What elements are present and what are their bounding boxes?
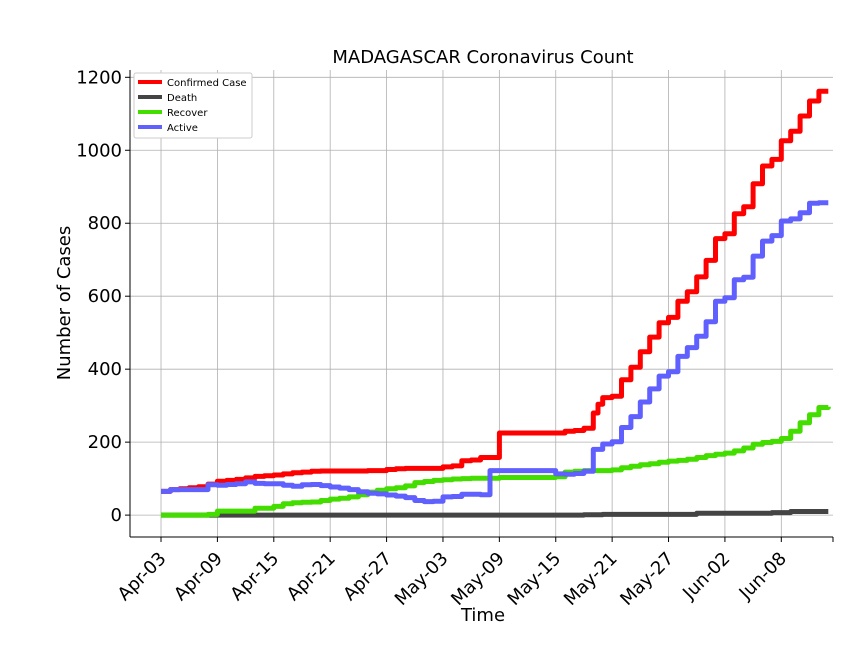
series-layer bbox=[161, 88, 831, 518]
y-tick-label: 800 bbox=[88, 213, 122, 234]
y-tick-label: 0 bbox=[111, 505, 122, 526]
x-tick-label: Apr-03 bbox=[114, 548, 171, 605]
x-tick-label: Apr-27 bbox=[339, 548, 396, 605]
x-tick-label: Jun-02 bbox=[678, 548, 734, 604]
chart-title: MADAGASCAR Coronavirus Count bbox=[332, 47, 633, 68]
y-tick-label: 600 bbox=[88, 286, 122, 307]
axes bbox=[129, 70, 833, 538]
x-tick-label: May-15 bbox=[504, 548, 566, 610]
x-tick-label: Apr-15 bbox=[226, 548, 283, 605]
y-tick-label: 1000 bbox=[76, 140, 122, 161]
legend: Confirmed Case Death Recover Active bbox=[133, 72, 253, 139]
series-line-death bbox=[161, 509, 829, 518]
x-tick-label: May-21 bbox=[560, 548, 622, 610]
legend-box bbox=[133, 72, 253, 139]
x-tick-label: May-27 bbox=[616, 548, 678, 610]
legend-label-death: Death bbox=[167, 93, 197, 104]
y-tick-label: 200 bbox=[88, 432, 122, 453]
y-tick-label: 400 bbox=[88, 359, 122, 380]
x-axis-label: Time bbox=[460, 605, 505, 626]
series-line-active bbox=[161, 200, 829, 505]
legend-label-confirmed-case: Confirmed Case bbox=[167, 78, 247, 89]
y-axis-label: Number of Cases bbox=[54, 226, 75, 381]
x-tick-label: Apr-09 bbox=[170, 548, 227, 605]
legend-label-recover: Recover bbox=[167, 108, 208, 119]
x-tick-label: May-03 bbox=[391, 548, 453, 610]
y-tick-label: 1200 bbox=[76, 67, 122, 88]
legend-items: Confirmed Case Death Recover Active bbox=[138, 78, 247, 134]
legend-label-active: Active bbox=[167, 123, 198, 134]
x-tick-label: Apr-21 bbox=[283, 548, 340, 605]
series-line-confirmed-case bbox=[161, 88, 829, 494]
grid bbox=[130, 70, 833, 537]
series-line-recover bbox=[161, 405, 831, 518]
x-tick-label: Jun-08 bbox=[735, 548, 791, 604]
x-tick-label: May-09 bbox=[447, 548, 509, 610]
